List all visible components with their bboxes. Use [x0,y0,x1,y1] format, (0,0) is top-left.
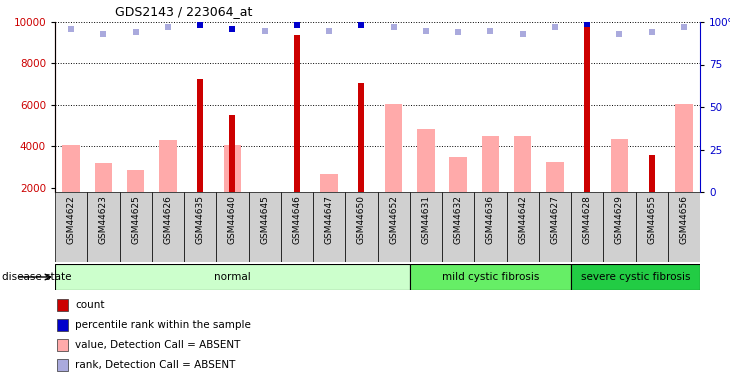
Bar [385,104,402,192]
Text: GSM44635: GSM44635 [196,195,204,244]
Bar [507,192,539,262]
Bar [127,170,145,192]
Bar [358,83,364,192]
Bar [514,136,531,192]
Bar [546,162,564,192]
Bar [248,192,281,262]
Bar [229,115,235,192]
Text: normal: normal [214,272,250,282]
Text: GSM44623: GSM44623 [99,195,108,244]
Text: GSM44652: GSM44652 [389,195,398,244]
Text: GSM44632: GSM44632 [453,195,463,244]
Bar [88,192,120,262]
Bar [474,192,507,262]
Bar [55,192,88,262]
Bar [675,104,693,192]
Bar [636,192,668,262]
Bar [57,339,69,351]
Bar [410,264,571,290]
Text: GSM44628: GSM44628 [583,195,591,244]
Bar [320,174,338,192]
Text: GSM44655: GSM44655 [647,195,656,244]
Bar [449,157,467,192]
Bar [94,163,112,192]
Bar [57,320,69,331]
Text: GSM44656: GSM44656 [680,195,688,244]
Bar [216,192,248,262]
Bar [442,192,474,262]
Bar [313,192,345,262]
Bar [417,129,435,192]
Text: GSM44650: GSM44650 [357,195,366,244]
Text: count: count [75,300,104,310]
Bar [62,146,80,192]
Bar [668,192,700,262]
Text: GSM44642: GSM44642 [518,195,527,244]
Text: GSM44640: GSM44640 [228,195,237,244]
Bar [584,25,590,192]
Text: GSM44646: GSM44646 [293,195,301,244]
Bar [120,192,152,262]
Bar [571,264,700,290]
Bar [603,192,636,262]
Text: GSM44625: GSM44625 [131,195,140,244]
Bar [223,146,241,192]
Bar [410,192,442,262]
Bar [184,192,216,262]
Bar [57,299,69,310]
Text: GSM44647: GSM44647 [325,195,334,244]
Bar [55,264,410,290]
Text: value, Detection Call = ABSENT: value, Detection Call = ABSENT [75,340,240,350]
Text: GDS2143 / 223064_at: GDS2143 / 223064_at [115,6,253,18]
Bar [649,154,655,192]
Bar [294,36,300,192]
Text: severe cystic fibrosis: severe cystic fibrosis [581,272,691,282]
Text: GSM44629: GSM44629 [615,195,624,244]
Bar [482,136,499,192]
Text: GSM44627: GSM44627 [550,195,559,244]
Bar [610,139,629,192]
Text: GSM44636: GSM44636 [486,195,495,244]
Text: percentile rank within the sample: percentile rank within the sample [75,320,251,330]
Text: GSM44626: GSM44626 [164,195,172,244]
Text: disease state: disease state [2,272,72,282]
Text: GSM44645: GSM44645 [260,195,269,244]
Bar [539,192,571,262]
Bar [152,192,184,262]
Text: GSM44631: GSM44631 [421,195,431,244]
Text: rank, Detection Call = ABSENT: rank, Detection Call = ABSENT [75,360,235,370]
Bar [377,192,410,262]
Text: mild cystic fibrosis: mild cystic fibrosis [442,272,539,282]
Bar [281,192,313,262]
Text: GSM44622: GSM44622 [66,195,76,244]
Bar [571,192,603,262]
Bar [345,192,377,262]
Bar [197,79,203,192]
Bar [57,359,69,370]
Bar [159,140,177,192]
